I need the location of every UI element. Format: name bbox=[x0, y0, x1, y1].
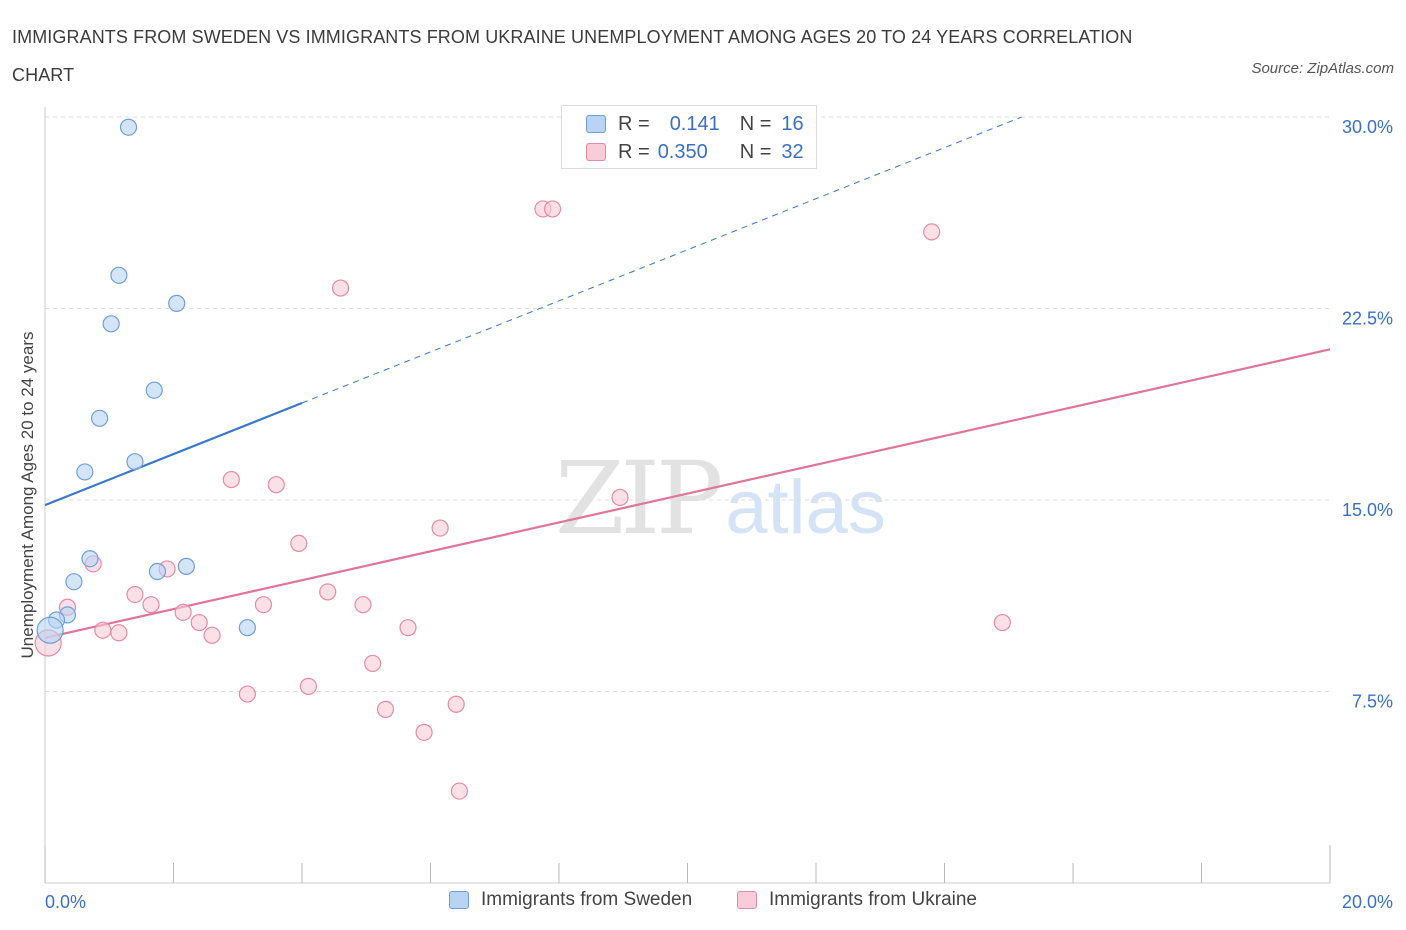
ukraine-n-label: N = bbox=[739, 140, 772, 163]
sweden-point bbox=[36, 616, 64, 644]
sweden-point bbox=[126, 453, 144, 471]
bottom-legend-ukraine: Immigrants from Ukraine bbox=[737, 889, 977, 911]
x-tick-label: 0.0% bbox=[45, 892, 86, 912]
sweden-n-label: N = bbox=[739, 112, 772, 135]
ukraine-point bbox=[222, 470, 240, 489]
ukraine-n-value: 32 bbox=[781, 140, 804, 163]
ukraine-point bbox=[993, 613, 1011, 632]
watermark-zip: ZIP bbox=[555, 440, 723, 557]
sweden-point bbox=[76, 463, 94, 481]
ukraine-point bbox=[611, 488, 629, 507]
watermark: ZIPatlas bbox=[555, 440, 886, 557]
ukraine-point bbox=[376, 700, 395, 718]
bottom-legend-sweden: Immigrants from Sweden bbox=[449, 889, 692, 911]
grid-layer bbox=[45, 116, 1330, 692]
ukraine-point bbox=[331, 279, 350, 297]
ukraine-point bbox=[94, 621, 112, 639]
sweden-point bbox=[65, 573, 83, 591]
ukraine-swatch bbox=[586, 143, 606, 161]
ukraine-point bbox=[450, 782, 469, 800]
ukraine-r-value: 0.350 bbox=[657, 140, 708, 163]
sweden-point bbox=[177, 557, 195, 575]
sweden-swatch bbox=[586, 115, 606, 133]
ukraine-point bbox=[174, 603, 192, 621]
bottom-ukraine-swatch bbox=[737, 891, 757, 909]
sweden-point bbox=[148, 562, 167, 581]
sweden-n-value: 16 bbox=[781, 112, 804, 135]
ukraine-point bbox=[110, 624, 128, 642]
sweden-point bbox=[110, 266, 128, 284]
correlation-legend: R = 0.141 N = 16 R = 0.350 N = 32 bbox=[561, 105, 817, 169]
bottom-ukraine-label: Immigrants from Ukraine bbox=[769, 889, 977, 910]
y-tick-label: 30.0% bbox=[1342, 117, 1393, 137]
axis-layer bbox=[44, 107, 1331, 884]
ukraine-point bbox=[543, 200, 562, 218]
sweden-r-value: 0.141 bbox=[669, 112, 720, 135]
sweden-point bbox=[238, 619, 256, 637]
ukraine-point bbox=[238, 685, 256, 703]
ukraine-point bbox=[447, 695, 465, 713]
sweden-r-label: R = bbox=[618, 112, 650, 135]
ukraine-trend-line bbox=[44, 348, 1331, 639]
y-tick-label: 22.5% bbox=[1342, 309, 1393, 329]
y-axis-label: Unemployment Among Ages 20 to 24 years bbox=[18, 331, 37, 659]
sweden-trend-extension bbox=[301, 116, 1022, 404]
bottom-sweden-swatch bbox=[449, 891, 469, 909]
y-tick-label: 15.0% bbox=[1342, 500, 1393, 520]
ukraine-r-label: R = bbox=[618, 140, 650, 163]
ukraine-point bbox=[415, 723, 433, 741]
legend-row-ukraine: R = 0.350 N = 32 bbox=[586, 139, 804, 165]
ukraine-point bbox=[267, 476, 285, 494]
ukraine-point bbox=[190, 613, 208, 632]
ukraine-point bbox=[399, 619, 417, 637]
bottom-sweden-label: Immigrants from Sweden bbox=[481, 889, 693, 910]
sweden-point bbox=[102, 315, 120, 333]
sweden-point bbox=[119, 118, 138, 136]
chart-title: IMMIGRANTS FROM SWEDEN VS IMMIGRANTS FRO… bbox=[12, 27, 1133, 85]
ukraine-point bbox=[364, 654, 382, 673]
ukraine-point bbox=[254, 596, 273, 614]
sweden-trend-line bbox=[44, 401, 303, 507]
ukraine-point bbox=[290, 534, 308, 553]
ukraine-point bbox=[203, 626, 221, 644]
tick-label-layer: 7.5% 15.0% 22.5% 30.0% 0.0% 20.0% bbox=[45, 117, 1393, 912]
source-label: Source: ZipAtlas.com bbox=[1251, 60, 1394, 77]
point-layer bbox=[34, 118, 1011, 800]
sweden-point bbox=[81, 550, 99, 568]
ukraine-point bbox=[431, 519, 449, 537]
ukraine-point bbox=[126, 585, 144, 604]
ukraine-point bbox=[923, 223, 941, 241]
sweden-point bbox=[91, 409, 109, 427]
ukraine-point bbox=[354, 596, 372, 614]
legend-row-sweden: R = 0.141 N = 16 bbox=[586, 111, 804, 137]
ukraine-point bbox=[319, 583, 337, 601]
x-tick-label: 20.0% bbox=[1342, 892, 1393, 912]
sweden-point bbox=[145, 381, 163, 399]
ukraine-point bbox=[299, 677, 318, 695]
trend-layer bbox=[44, 116, 1331, 639]
sweden-point bbox=[168, 294, 186, 312]
ukraine-point bbox=[142, 596, 160, 614]
y-tick-label: 7.5% bbox=[1352, 692, 1393, 712]
